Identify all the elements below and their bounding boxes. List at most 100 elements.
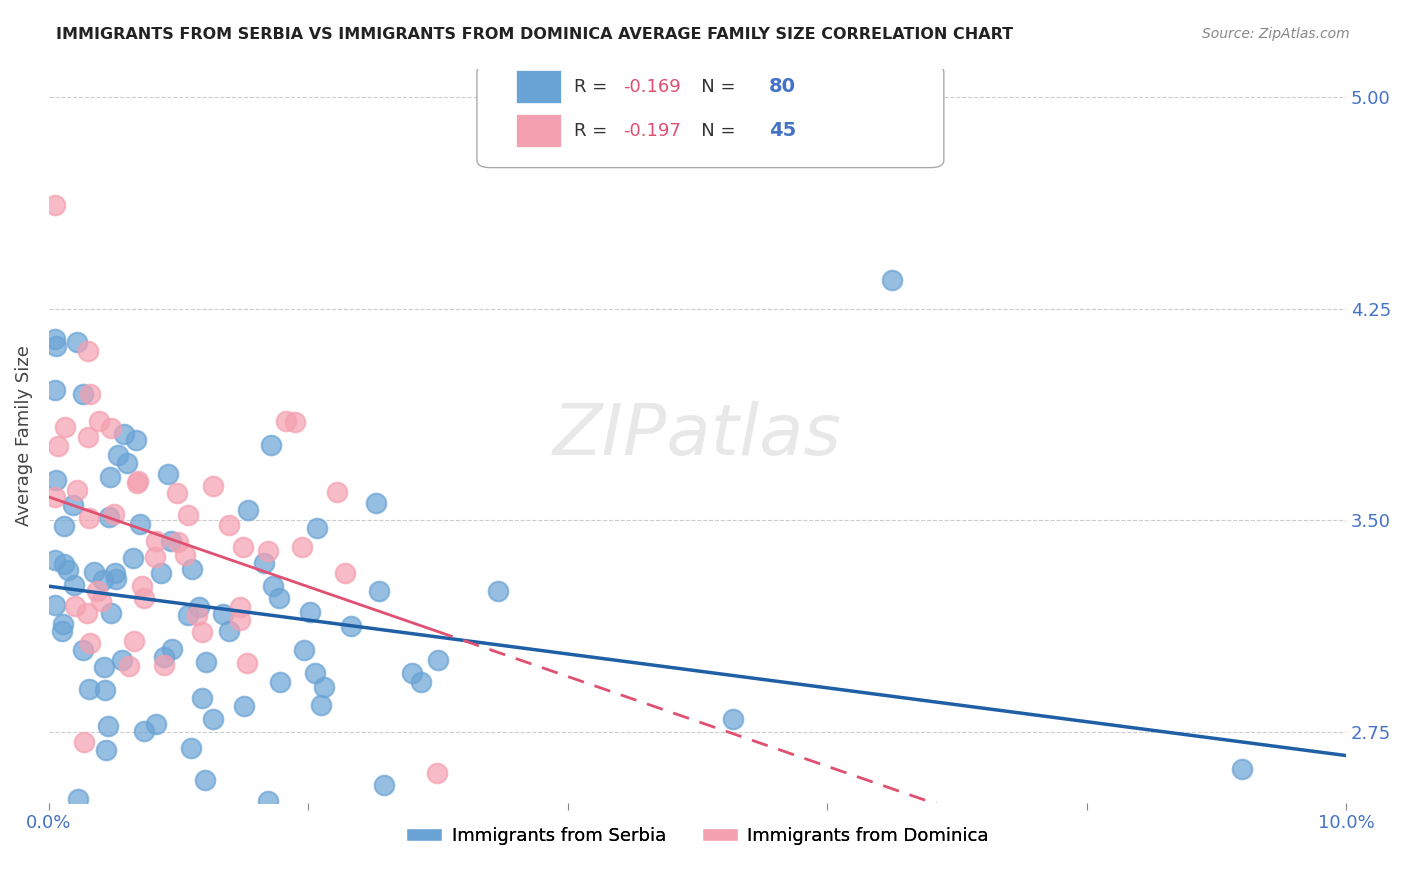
Point bbox=[77, 343, 100, 358]
Point bbox=[195, 655, 218, 669]
Point bbox=[721, 712, 744, 726]
Point bbox=[153, 658, 176, 673]
Point bbox=[191, 691, 214, 706]
Point bbox=[177, 608, 200, 623]
Point bbox=[72, 386, 94, 401]
Point bbox=[298, 606, 321, 620]
Point bbox=[127, 474, 149, 488]
Point bbox=[202, 479, 225, 493]
Point bbox=[373, 779, 395, 793]
Point bbox=[218, 624, 240, 638]
Point bbox=[73, 735, 96, 749]
Point bbox=[76, 430, 98, 444]
Point bbox=[91, 574, 114, 588]
Point bbox=[212, 607, 235, 621]
Point bbox=[190, 625, 212, 640]
Point bbox=[267, 591, 290, 605]
Text: -0.197: -0.197 bbox=[623, 122, 682, 140]
FancyBboxPatch shape bbox=[477, 65, 943, 168]
Point bbox=[128, 516, 150, 531]
Point bbox=[63, 599, 86, 614]
Point bbox=[125, 434, 148, 448]
Text: R =: R = bbox=[574, 122, 613, 140]
Point bbox=[304, 666, 326, 681]
Point bbox=[177, 508, 200, 523]
Point bbox=[112, 427, 135, 442]
Point bbox=[262, 579, 284, 593]
Point bbox=[292, 642, 315, 657]
Point bbox=[66, 334, 89, 349]
Point bbox=[284, 415, 307, 429]
Point bbox=[44, 332, 66, 346]
Point bbox=[93, 660, 115, 674]
Point bbox=[111, 653, 134, 667]
Legend: Immigrants from Serbia, Immigrants from Dominica: Immigrants from Serbia, Immigrants from … bbox=[399, 820, 995, 852]
Point bbox=[127, 811, 149, 825]
Point bbox=[63, 577, 86, 591]
Point bbox=[201, 712, 224, 726]
Point bbox=[51, 624, 73, 638]
Text: N =: N = bbox=[685, 78, 742, 95]
Y-axis label: Average Family Size: Average Family Size bbox=[15, 345, 32, 526]
Point bbox=[426, 653, 449, 667]
Point bbox=[97, 719, 120, 733]
Point bbox=[44, 383, 66, 397]
Point bbox=[56, 563, 79, 577]
Point bbox=[236, 502, 259, 516]
Point bbox=[86, 583, 108, 598]
Text: N =: N = bbox=[685, 122, 742, 140]
Point bbox=[218, 518, 240, 533]
Point bbox=[194, 773, 217, 788]
Point bbox=[145, 533, 167, 548]
Point bbox=[118, 658, 141, 673]
Point bbox=[1230, 762, 1253, 776]
Point bbox=[98, 469, 121, 483]
Point bbox=[77, 511, 100, 525]
Point bbox=[340, 619, 363, 633]
Point bbox=[880, 273, 903, 287]
Point bbox=[79, 387, 101, 401]
Point bbox=[411, 675, 433, 690]
Point bbox=[162, 642, 184, 657]
Point bbox=[122, 634, 145, 648]
Point bbox=[291, 540, 314, 554]
Point bbox=[77, 681, 100, 696]
Point bbox=[333, 566, 356, 580]
Point bbox=[90, 593, 112, 607]
Point bbox=[131, 579, 153, 593]
Point bbox=[44, 552, 66, 566]
Point bbox=[72, 643, 94, 657]
Point bbox=[132, 591, 155, 606]
Point bbox=[180, 741, 202, 756]
Point bbox=[145, 717, 167, 731]
Point bbox=[186, 608, 208, 623]
Point bbox=[309, 698, 332, 712]
Point bbox=[260, 438, 283, 452]
Point bbox=[167, 535, 190, 549]
Bar bbox=[516, 70, 561, 103]
Text: 45: 45 bbox=[769, 121, 796, 140]
Point bbox=[125, 476, 148, 491]
Text: IMMIGRANTS FROM SERBIA VS IMMIGRANTS FROM DOMINICA AVERAGE FAMILY SIZE CORRELATI: IMMIGRANTS FROM SERBIA VS IMMIGRANTS FRO… bbox=[56, 27, 1014, 42]
Point bbox=[269, 675, 291, 690]
Text: R =: R = bbox=[574, 78, 613, 95]
Point bbox=[87, 414, 110, 428]
Point bbox=[100, 606, 122, 620]
Point bbox=[150, 809, 173, 823]
Point bbox=[186, 823, 208, 838]
Point bbox=[159, 533, 181, 548]
Point bbox=[122, 551, 145, 566]
Text: 80: 80 bbox=[769, 78, 796, 96]
Point bbox=[62, 498, 84, 512]
Point bbox=[276, 414, 298, 428]
Point bbox=[104, 566, 127, 580]
Point bbox=[52, 617, 75, 632]
Point bbox=[66, 792, 89, 806]
Point bbox=[93, 682, 115, 697]
Point bbox=[97, 510, 120, 524]
Text: ZIPatlas: ZIPatlas bbox=[553, 401, 842, 470]
Point bbox=[115, 456, 138, 470]
Point bbox=[94, 743, 117, 757]
Point bbox=[46, 440, 69, 454]
Point bbox=[76, 606, 98, 620]
